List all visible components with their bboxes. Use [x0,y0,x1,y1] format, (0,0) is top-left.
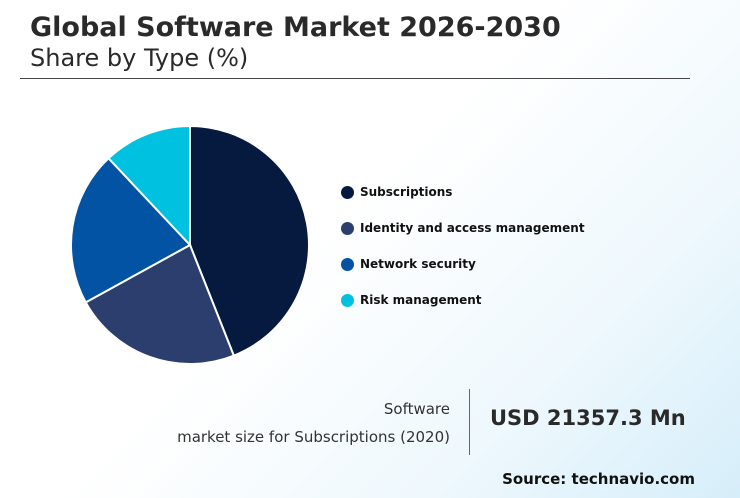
kpi-label-line1: Software [383,400,450,418]
legend-item-network-security: Network security [341,246,585,282]
pie-slice-risk-management [107,124,191,248]
legend-swatch-network-security [341,257,354,271]
legend-swatch-risk-management [341,293,354,307]
chart-subtitle: Share by Type (%) [30,44,249,72]
chart-title: Global Software Market 2026-2030 [30,12,561,43]
pie-slice-subscriptions [189,124,310,357]
kpi-divider [469,389,470,455]
kpi-value: USD 21357.3 Mn [490,406,686,430]
legend-label-subscriptions: Subscriptions [360,185,453,199]
legend-label-network-security: Network security [360,257,476,271]
legend-item-subscriptions: Subscriptions [341,174,585,210]
legend-swatch-subscriptions [341,185,354,199]
legend-item-identity-access-management: Identity and access management [341,210,585,246]
legend-label-identity-access-management: Identity and access management [360,221,585,235]
pie-slice-network-security [70,156,192,304]
kpi-label-line2: market size for Subscriptions (2020) [177,428,450,446]
legend-item-risk-management: Risk management [341,282,585,318]
legend-swatch-identity-access-management [341,221,354,235]
legend-label-risk-management: Risk management [360,293,482,307]
pie-chart [70,124,310,365]
pie-slice-identity-and-access-management [84,243,236,365]
source-credit: Source: technavio.com [502,470,695,488]
header-divider [20,78,690,79]
chart-legend: Subscriptions Identity and access manage… [341,174,585,318]
